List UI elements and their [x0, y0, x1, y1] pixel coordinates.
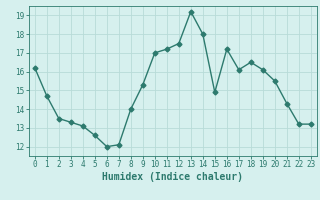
X-axis label: Humidex (Indice chaleur): Humidex (Indice chaleur) — [102, 172, 243, 182]
